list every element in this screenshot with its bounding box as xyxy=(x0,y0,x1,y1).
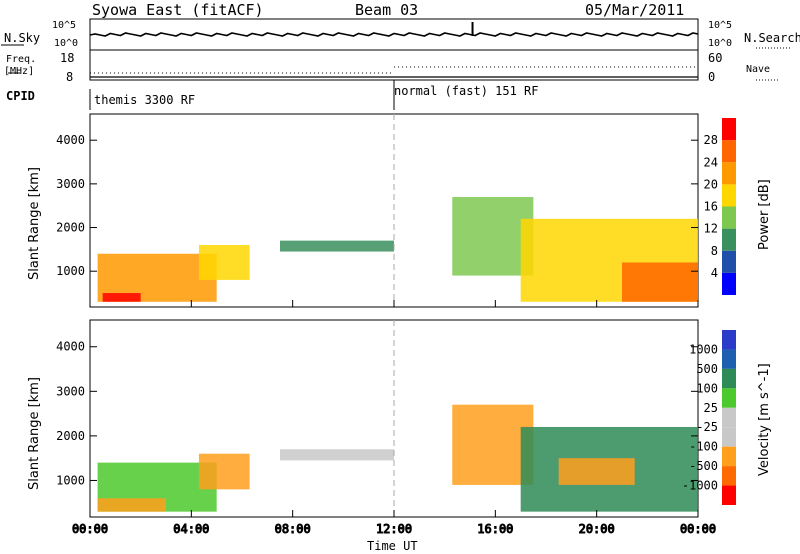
velocity-colorbar-bin-2 xyxy=(722,368,736,389)
xtick-label-2: 08:00 xyxy=(275,522,311,536)
power-region-1 xyxy=(102,293,141,302)
power-ylabel: Slant Range [km] xyxy=(27,167,42,280)
power-ytick-label-2: 3000 xyxy=(56,177,85,191)
nsky-panel-frame xyxy=(89,18,699,51)
xtick-label-3: 12:00 xyxy=(376,522,412,536)
power-colorbar-bin-2 xyxy=(722,228,736,251)
velocity-colorbar-bin-0 xyxy=(722,330,736,350)
xtick-label-4: 16:00 xyxy=(477,522,513,536)
power-colorbar-tick-6: 28 xyxy=(704,133,718,147)
power-colorbar-tick-5: 24 xyxy=(704,155,718,169)
velocity-colorbar-tick-3: 25 xyxy=(704,401,718,415)
beam-title: Beam 03 xyxy=(355,1,419,19)
nave-label: Nave xyxy=(746,64,771,75)
nsky-label: N.Sky xyxy=(4,31,41,45)
velocity-region-3 xyxy=(280,449,394,461)
power-ytick-label-0: 1000 xyxy=(56,264,85,278)
cpid-segment-2: normal (fast) 151 RF xyxy=(394,84,539,98)
velocity-colorbar-bin-6 xyxy=(722,446,736,467)
power-region-4 xyxy=(452,196,534,276)
power-region-2 xyxy=(198,244,250,280)
power-colorbar-tick-3: 16 xyxy=(704,200,718,214)
power-colorbar-label: Power [dB] xyxy=(757,179,772,250)
freq-label: Freq. xyxy=(6,54,37,65)
velocity-colorbar-tick-1: 500 xyxy=(696,362,718,376)
power-colorbar-bin-3 xyxy=(722,206,736,229)
power-ytick-label-1: 2000 xyxy=(56,221,85,235)
power-colorbar-tick-2: 12 xyxy=(704,222,718,236)
xtick-label-1: 04:00 xyxy=(173,522,209,536)
velocity-colorbar-tick-7: -1000 xyxy=(682,479,718,493)
velocity-region-2 xyxy=(198,453,250,490)
xtick-label-6: 00:00 xyxy=(680,522,716,536)
power-region-3 xyxy=(280,240,394,252)
nsearch-label: N.Search xyxy=(744,31,800,45)
freq-tick-bottom: 8 xyxy=(66,70,74,84)
date-title: 05/Mar/2011 xyxy=(585,1,685,19)
power-colorbar-bin-1 xyxy=(722,250,736,273)
power-colorbar-bin-0 xyxy=(722,272,736,295)
nsearch-tick-bottom: 10^0 xyxy=(708,38,733,49)
nave-tick-top: 60 xyxy=(708,51,723,65)
power-colorbar-tick-0: 4 xyxy=(711,266,718,280)
velocity-colorbar-tick-5: -100 xyxy=(689,440,718,454)
velocity-region-4 xyxy=(452,404,534,485)
power-colorbar-bin-4 xyxy=(722,184,736,207)
freq-tick-top: 18 xyxy=(60,51,75,65)
velocity-ytick-label-1: 2000 xyxy=(56,429,85,443)
xtick-label-0: 00:00 xyxy=(72,522,108,536)
velocity-colorbar-bin-8 xyxy=(722,485,736,505)
time-xlabel: Time UT xyxy=(367,539,418,553)
velocity-region-6 xyxy=(558,458,635,485)
velocity-colorbar-tick-0: 1000 xyxy=(689,342,718,356)
velocity-ytick-label-0: 1000 xyxy=(56,473,85,487)
power-ytick-label-3: 4000 xyxy=(56,133,85,147)
power-colorbar-bin-5 xyxy=(722,162,736,185)
cpid-segment-1: themis 3300 RF xyxy=(94,93,196,107)
velocity-region-1 xyxy=(97,498,166,512)
power-colorbar-bin-6 xyxy=(722,140,736,163)
power-colorbar-bin-7 xyxy=(722,118,736,141)
freq-panel-frame xyxy=(89,49,699,81)
nave-tick-bottom: 0 xyxy=(708,70,716,84)
velocity-colorbar-tick-4: -25 xyxy=(696,420,718,434)
velocity-colorbar-label: Velocity [m s^-1] xyxy=(757,363,772,476)
power-region-6 xyxy=(622,262,698,302)
nsky-tick-top: 10^5 xyxy=(52,20,77,31)
velocity-colorbar-tick-6: -500 xyxy=(689,459,718,473)
velocity-ytick-label-3: 4000 xyxy=(56,340,85,354)
velocity-colorbar-bin-3 xyxy=(722,388,736,408)
velocity-colorbar-bin-7 xyxy=(722,466,736,486)
velocity-colorbar-bin-1 xyxy=(722,349,736,369)
station-title: Syowa East (fitACF) xyxy=(92,1,264,19)
power-colorbar-tick-4: 20 xyxy=(704,177,718,191)
velocity-colorbar-bin-5 xyxy=(722,427,736,447)
cpid-label: CPID xyxy=(6,89,35,103)
velocity-ytick-label-2: 3000 xyxy=(56,384,85,398)
velocity-colorbar-tick-2: 100 xyxy=(696,381,718,395)
power-colorbar-tick-1: 8 xyxy=(711,244,718,258)
velocity-ylabel: Slant Range [km] xyxy=(27,377,42,490)
nsky-tick-bottom: 10^0 xyxy=(54,38,79,49)
nsearch-tick-top: 10^5 xyxy=(708,20,733,31)
nsky-trace xyxy=(89,32,699,37)
freq-unit-label: [MHz] xyxy=(4,66,35,77)
xtick-label-5: 20:00 xyxy=(579,522,615,536)
velocity-colorbar-bin-4 xyxy=(722,407,736,428)
